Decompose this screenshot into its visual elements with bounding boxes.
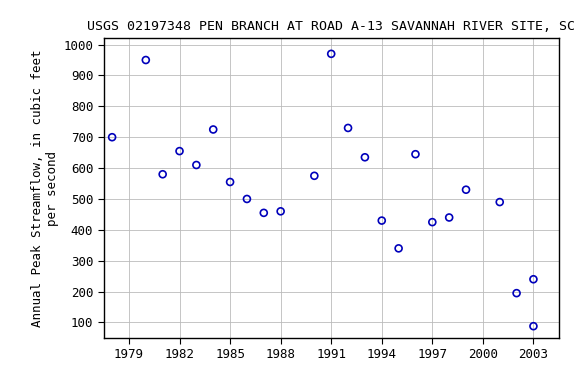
Point	[141, 57, 150, 63]
Point	[428, 219, 437, 225]
Point	[445, 214, 454, 220]
Point	[361, 154, 370, 161]
Point	[529, 276, 538, 282]
Point	[529, 323, 538, 329]
Point	[242, 196, 252, 202]
Point	[158, 171, 167, 177]
Point	[310, 173, 319, 179]
Point	[461, 187, 471, 193]
Point	[175, 148, 184, 154]
Point	[225, 179, 234, 185]
Point	[411, 151, 420, 157]
Point	[512, 290, 521, 296]
Point	[394, 245, 403, 252]
Title: USGS 02197348 PEN BRANCH AT ROAD A-13 SAVANNAH RIVER SITE, SC: USGS 02197348 PEN BRANCH AT ROAD A-13 SA…	[87, 20, 575, 33]
Point	[259, 210, 268, 216]
Y-axis label: Annual Peak Streamflow, in cubic feet
per second: Annual Peak Streamflow, in cubic feet pe…	[31, 50, 59, 327]
Point	[495, 199, 505, 205]
Point	[108, 134, 117, 140]
Point	[209, 126, 218, 132]
Point	[327, 51, 336, 57]
Point	[276, 208, 285, 214]
Point	[343, 125, 353, 131]
Point	[192, 162, 201, 168]
Point	[377, 217, 386, 223]
